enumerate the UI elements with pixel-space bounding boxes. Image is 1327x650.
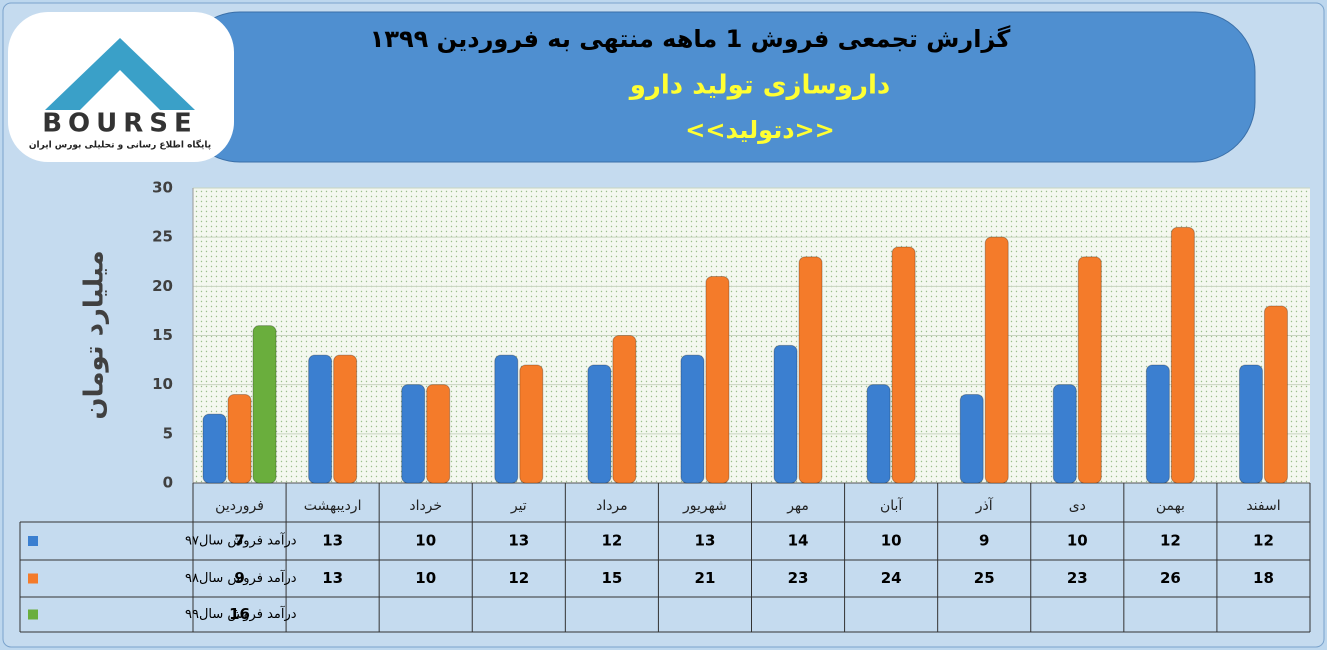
table-value: 10 <box>415 569 436 587</box>
legend-swatch <box>28 573 38 584</box>
chart-title: گزارش تجمعی فروش 1 ماهه منتهی به فروردین… <box>370 25 1011 53</box>
table-value: 12 <box>1160 532 1181 550</box>
bar <box>1052 384 1077 484</box>
x-tick-label: شهریور <box>682 498 727 514</box>
table-value: 10 <box>1067 532 1088 550</box>
bar <box>587 364 612 484</box>
bar <box>401 384 426 484</box>
table-value: 15 <box>601 569 622 587</box>
y-tick-label: 5 <box>163 424 173 442</box>
bar <box>252 325 277 484</box>
table-value: 18 <box>1253 569 1274 587</box>
legend-label: درآمد فروش سال۹۸ <box>185 569 297 586</box>
table-value: 16 <box>229 605 250 623</box>
x-tick-label: بهمن <box>1156 498 1185 514</box>
table-value: 12 <box>508 569 529 587</box>
bar <box>612 335 637 484</box>
x-tick-label: مرداد <box>596 498 628 514</box>
table-value: 12 <box>601 532 622 550</box>
y-tick-label: 10 <box>152 375 173 393</box>
table-value: 13 <box>508 532 529 550</box>
bar <box>227 394 252 484</box>
table-value: 26 <box>1160 569 1181 587</box>
table-value: 21 <box>695 569 716 587</box>
x-tick-label: خرداد <box>409 498 442 514</box>
x-tick-label: دی <box>1069 498 1086 514</box>
table-value: 7 <box>234 532 244 550</box>
y-tick-label: 0 <box>163 474 173 492</box>
x-tick-label: مهر <box>786 498 809 514</box>
x-tick-label: تیر <box>510 498 527 514</box>
bar <box>773 344 798 484</box>
x-tick-label: آبان <box>880 497 903 514</box>
bar <box>1238 364 1263 484</box>
table-value: 12 <box>1253 532 1274 550</box>
logo-name: BOURSE <box>42 109 198 139</box>
legend-label: درآمد فروش سال۹۷ <box>185 532 297 549</box>
table-value: 25 <box>974 569 995 587</box>
logo-shape <box>80 70 160 110</box>
table-value: 10 <box>881 532 902 550</box>
x-tick-label: آذر <box>975 497 994 514</box>
y-tick-label: 25 <box>152 228 173 246</box>
x-tick-label: اسفند <box>1246 498 1280 514</box>
bar <box>333 354 358 484</box>
bar <box>494 354 519 484</box>
y-tick-label: 20 <box>152 277 173 295</box>
x-tick-label: فروردین <box>215 498 264 514</box>
x-tick-label: اردیبهشت <box>304 498 362 514</box>
chart-subtitle: داروسازی تولید دارو <box>628 71 890 101</box>
bar <box>866 384 891 484</box>
bar <box>202 413 227 484</box>
y-axis-label: میلیارد تومان <box>80 250 110 419</box>
bar <box>519 364 544 484</box>
bar <box>1077 256 1102 484</box>
table-value: 23 <box>1067 569 1088 587</box>
bar <box>426 384 451 484</box>
logo-tagline: پایگاه اطلاع رسانی و تحلیلی بورس ایران <box>29 139 211 151</box>
bar <box>705 276 730 484</box>
chart-subtitle: <<دتولید>> <box>685 116 834 144</box>
table-value: 24 <box>881 569 902 587</box>
y-tick-label: 15 <box>152 326 173 344</box>
bar <box>680 354 705 484</box>
legend-swatch <box>28 536 38 546</box>
table-value: 13 <box>695 532 716 550</box>
bar <box>891 246 916 484</box>
table-value: 9 <box>234 569 244 587</box>
bar <box>984 236 1009 484</box>
bar <box>1263 305 1288 484</box>
table-value: 9 <box>979 532 989 550</box>
table-value: 14 <box>788 532 809 550</box>
table-value: 10 <box>415 532 436 550</box>
bar <box>798 256 823 484</box>
table-value: 23 <box>788 569 809 587</box>
table-value: 13 <box>322 532 343 550</box>
bar <box>1145 364 1170 484</box>
legend-swatch <box>28 609 38 620</box>
table-value: 13 <box>322 569 343 587</box>
bar <box>308 354 333 484</box>
legend-label: درآمد فروش سال۹۹ <box>185 605 297 622</box>
bar <box>959 394 984 484</box>
bar <box>1170 226 1195 484</box>
y-tick-label: 30 <box>152 179 173 197</box>
